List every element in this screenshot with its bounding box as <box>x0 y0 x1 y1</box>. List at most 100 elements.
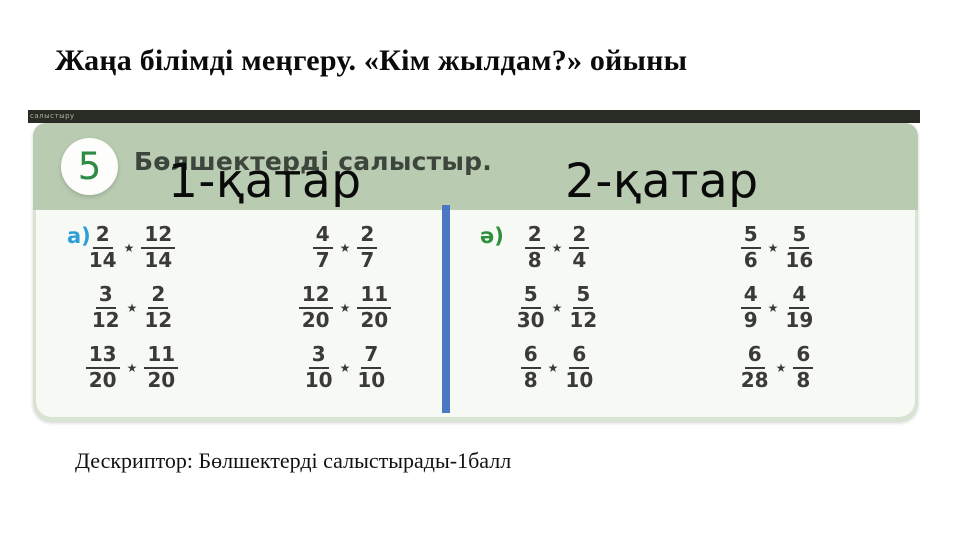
numerator: 2 <box>148 284 169 309</box>
numerator: 2 <box>569 223 590 249</box>
fraction: 5 16 <box>785 223 814 272</box>
fraction-column: 2 8 ★ 2 4 5 30 ★ 5 12 6 8 ★ 6 10 <box>497 223 617 392</box>
denominator: 6 <box>743 247 758 272</box>
fraction-pair: 13 20 ★ 11 20 <box>85 344 179 392</box>
denominator: 30 <box>516 307 545 332</box>
numerator: 2 <box>92 223 113 249</box>
comparison-star-icon: ★ <box>126 360 138 375</box>
fraction-pair: 4 9 ★ 4 19 <box>740 284 813 332</box>
denominator: 4 <box>572 247 587 272</box>
numerator: 12 <box>141 223 176 249</box>
task-number: 5 <box>77 145 102 188</box>
row2-overlay-label: 2-қатар <box>565 154 759 209</box>
denominator: 12 <box>569 307 598 332</box>
descriptor-text: Дескриптор: Бөлшектерді салыстырады-1бал… <box>75 448 512 473</box>
task-number-badge: 5 <box>61 138 118 195</box>
numerator: 6 <box>793 344 814 369</box>
fraction: 5 30 <box>517 284 545 331</box>
fraction-column: 5 6 ★ 5 16 4 9 ★ 4 19 6 28 ★ 6 8 <box>717 223 837 392</box>
column-divider <box>442 205 450 413</box>
numerator: 5 <box>520 284 541 309</box>
fraction: 13 20 <box>85 344 120 392</box>
comparison-star-icon: ★ <box>767 240 779 255</box>
numerator: 11 <box>357 284 392 309</box>
slide-title: Жаңа білімді меңгеру. «Кім жылдам?» ойын… <box>55 44 688 77</box>
numerator: 4 <box>789 284 810 309</box>
denominator: 20 <box>360 307 389 332</box>
denominator: 14 <box>144 247 173 272</box>
denominator: 20 <box>301 307 330 332</box>
fraction-pair: 5 6 ★ 5 16 <box>740 223 814 272</box>
fraction-pair: 2 8 ★ 2 4 <box>524 223 590 272</box>
denominator: 7 <box>360 247 375 272</box>
worksheet-image: салыстыру 5 Бөлшектерді салыстыр. а) 2 14… <box>28 110 920 422</box>
fraction-pair: 5 30 ★ 5 12 <box>517 284 597 331</box>
fraction-pair: 6 28 ★ 6 8 <box>741 344 814 391</box>
fraction-pair: 4 7 ★ 2 7 <box>312 223 378 272</box>
fraction-pair: 2 14 ★ 12 14 <box>89 223 176 272</box>
denominator: 7 <box>315 247 330 272</box>
topbar-text: салыстыру <box>30 112 75 120</box>
numerator: 5 <box>740 223 761 249</box>
denominator: 12 <box>144 307 173 332</box>
denominator: 10 <box>304 367 333 392</box>
denominator: 8 <box>796 367 811 392</box>
worksheet-body: а) 2 14 ★ 12 14 3 12 ★ 2 12 13 20 ★ 11 20 4 7 ★ 2 7 12 20 ★ 11… <box>36 205 915 417</box>
comparison-star-icon: ★ <box>339 240 351 255</box>
denominator: 20 <box>88 367 117 392</box>
fraction: 7 10 <box>357 344 385 391</box>
comparison-star-icon: ★ <box>126 300 138 315</box>
fraction-column: 2 14 ★ 12 14 3 12 ★ 2 12 13 20 ★ 11 20 <box>72 223 192 392</box>
numerator: 6 <box>520 344 541 369</box>
fraction-pair: 3 12 ★ 2 12 <box>92 284 172 331</box>
fraction: 3 12 <box>92 284 120 331</box>
denominator: 8 <box>523 367 538 392</box>
numerator: 4 <box>740 284 761 309</box>
denominator: 9 <box>743 307 758 332</box>
denominator: 10 <box>565 367 594 392</box>
denominator: 28 <box>740 367 769 392</box>
numerator: 11 <box>144 344 179 369</box>
numerator: 7 <box>361 344 382 369</box>
fraction: 3 10 <box>305 344 333 391</box>
numerator: 2 <box>524 223 545 249</box>
numerator: 3 <box>95 284 116 309</box>
fraction: 4 19 <box>785 284 813 331</box>
fraction: 2 12 <box>144 284 172 331</box>
comparison-star-icon: ★ <box>551 300 563 315</box>
denominator: 10 <box>357 367 386 392</box>
denominator: 20 <box>147 367 176 392</box>
section-label-ae: ә) <box>480 224 504 248</box>
denominator: 19 <box>785 307 814 332</box>
comparison-star-icon: ★ <box>775 360 787 375</box>
fraction-column: 4 7 ★ 2 7 12 20 ★ 11 20 3 10 ★ 7 10 <box>285 223 405 392</box>
fraction: 12 20 <box>298 284 333 332</box>
fraction: 11 20 <box>144 344 179 392</box>
worksheet-topbar: салыстыру <box>28 110 920 123</box>
numerator: 13 <box>85 344 120 369</box>
row1-overlay-label: 1-қатар <box>168 154 362 209</box>
comparison-star-icon: ★ <box>339 300 351 315</box>
worksheet-card: 5 Бөлшектерді салыстыр. а) 2 14 ★ 12 14 3 12 ★ 2… <box>33 123 918 422</box>
fraction-pair: 12 20 ★ 11 20 <box>298 284 392 332</box>
fraction-pair: 6 8 ★ 6 10 <box>520 344 593 392</box>
denominator: 8 <box>527 247 542 272</box>
numerator: 6 <box>744 344 765 369</box>
fraction: 2 14 <box>89 223 117 271</box>
comparison-star-icon: ★ <box>547 360 559 375</box>
comparison-star-icon: ★ <box>339 360 351 375</box>
task-title: Бөлшектерді салыстыр. <box>134 147 492 176</box>
numerator: 4 <box>312 223 333 249</box>
worksheet-header: 5 Бөлшектерді салыстыр. <box>33 123 918 210</box>
numerator: 3 <box>308 344 329 369</box>
denominator: 16 <box>785 247 814 272</box>
fraction: 5 12 <box>569 284 597 331</box>
fraction: 6 28 <box>741 344 769 391</box>
fraction: 6 10 <box>565 344 593 391</box>
fraction: 12 14 <box>141 223 176 272</box>
